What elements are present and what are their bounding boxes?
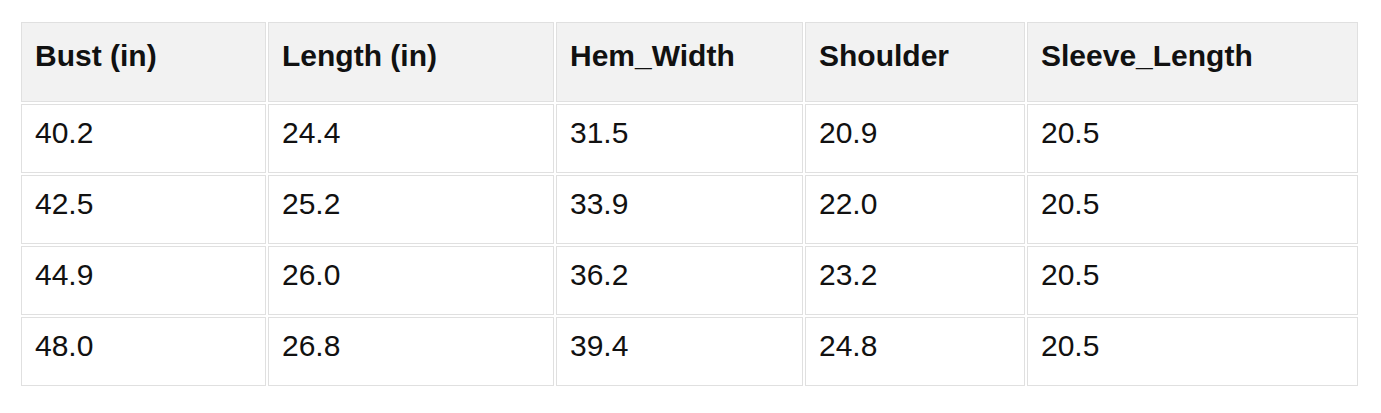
column-header: Bust (in) <box>21 22 266 102</box>
table-cell: 26.8 <box>268 317 554 386</box>
table-cell: 24.4 <box>268 104 554 173</box>
table-cell: 44.9 <box>21 246 266 315</box>
page: Bust (in)Length (in)Hem_WidthShoulderSle… <box>0 0 1381 413</box>
table-row: 40.224.431.520.920.5 <box>21 104 1358 173</box>
table-cell: 20.5 <box>1027 317 1358 386</box>
table-cell: 23.2 <box>805 246 1025 315</box>
table-cell: 26.0 <box>268 246 554 315</box>
table-cell: 40.2 <box>21 104 266 173</box>
table-cell: 20.5 <box>1027 246 1358 315</box>
table-header-row: Bust (in)Length (in)Hem_WidthShoulderSle… <box>21 22 1358 102</box>
table-cell: 20.5 <box>1027 104 1358 173</box>
table-cell: 22.0 <box>805 175 1025 244</box>
table-cell: 31.5 <box>556 104 803 173</box>
table-header: Bust (in)Length (in)Hem_WidthShoulderSle… <box>21 22 1358 102</box>
table-body: 40.224.431.520.920.542.525.233.922.020.5… <box>21 104 1358 386</box>
table-cell: 33.9 <box>556 175 803 244</box>
table-row: 44.926.036.223.220.5 <box>21 246 1358 315</box>
table-cell: 48.0 <box>21 317 266 386</box>
table-cell: 39.4 <box>556 317 803 386</box>
table-cell: 25.2 <box>268 175 554 244</box>
column-header: Sleeve_Length <box>1027 22 1358 102</box>
table-cell: 20.5 <box>1027 175 1358 244</box>
table-row: 48.026.839.424.820.5 <box>21 317 1358 386</box>
column-header: Length (in) <box>268 22 554 102</box>
column-header: Hem_Width <box>556 22 803 102</box>
size-chart-table: Bust (in)Length (in)Hem_WidthShoulderSle… <box>19 20 1360 388</box>
table-row: 42.525.233.922.020.5 <box>21 175 1358 244</box>
table-cell: 24.8 <box>805 317 1025 386</box>
table-cell: 36.2 <box>556 246 803 315</box>
table-cell: 42.5 <box>21 175 266 244</box>
column-header: Shoulder <box>805 22 1025 102</box>
table-cell: 20.9 <box>805 104 1025 173</box>
